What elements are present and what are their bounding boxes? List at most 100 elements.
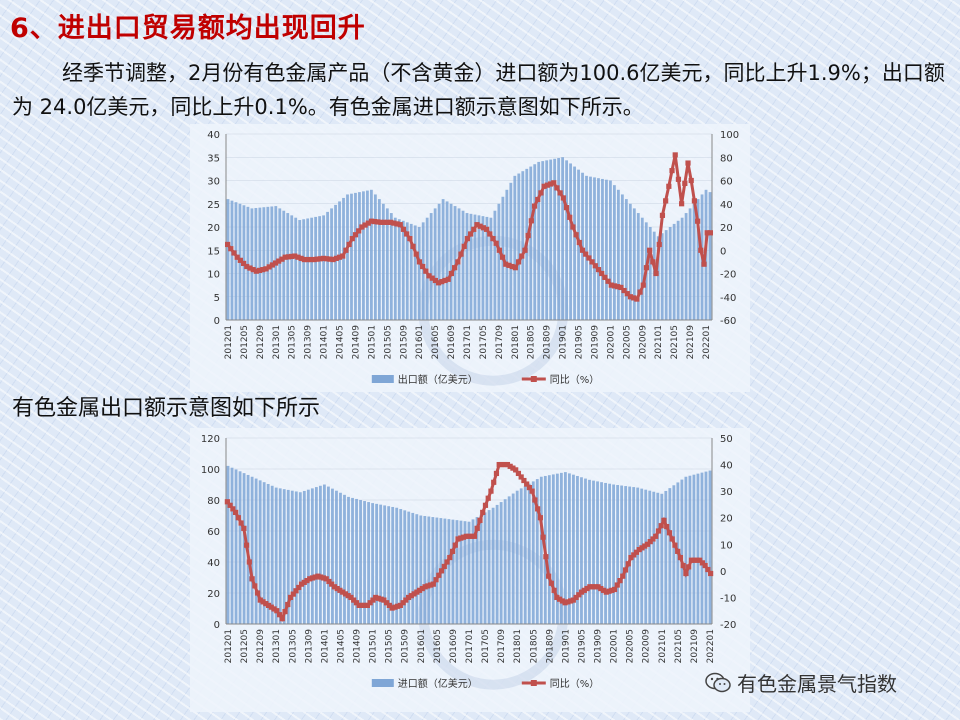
bar — [314, 216, 318, 320]
x-tick-label: 201505 — [383, 325, 393, 359]
line-marker — [288, 253, 295, 260]
x-tick-label: 202105 — [674, 629, 684, 663]
line-marker — [650, 536, 656, 542]
x-tick-label: 201509 — [401, 629, 411, 664]
line-marker — [694, 557, 700, 563]
bar — [483, 512, 487, 624]
line-marker — [653, 533, 659, 539]
line-marker — [589, 584, 596, 590]
line-marker — [252, 583, 258, 589]
line-marker — [455, 536, 461, 542]
bar — [258, 207, 262, 320]
line-marker — [647, 539, 653, 545]
line-marker — [400, 600, 406, 606]
line-marker — [419, 585, 425, 592]
bar — [517, 173, 521, 320]
line-marker — [410, 243, 416, 249]
line-marker — [595, 267, 602, 273]
bar — [298, 492, 302, 624]
x-tick-label: 201305 — [288, 629, 298, 663]
line-marker — [583, 251, 589, 257]
line-marker — [622, 567, 629, 573]
bar — [680, 479, 684, 624]
x-tick-label: 201305 — [288, 325, 298, 359]
line-marker — [529, 488, 535, 494]
bar — [527, 483, 531, 624]
line-marker — [504, 461, 511, 468]
line-marker — [438, 568, 445, 574]
x-tick-label: 202101 — [658, 629, 668, 663]
line-marker — [469, 533, 475, 539]
x-tick-label: 201809 — [543, 325, 553, 360]
bar — [495, 504, 499, 624]
line-marker — [268, 604, 274, 610]
line-marker — [346, 241, 352, 248]
bar — [429, 213, 433, 320]
summary-paragraph: 经季节调整，2月份有色金属产品（不含黄金）进口额为100.6亿美元，同比上升1.… — [12, 61, 945, 119]
bar — [226, 465, 230, 624]
bar — [537, 161, 541, 320]
bar — [266, 206, 270, 320]
bar — [351, 497, 354, 624]
line-marker — [323, 576, 329, 582]
bar — [684, 476, 688, 624]
line-marker — [535, 196, 541, 203]
y-left-tick-label: 100 — [201, 465, 220, 476]
x-tick-label: 201909 — [591, 325, 601, 360]
line-marker — [702, 562, 708, 569]
line-marker — [482, 502, 489, 508]
bar — [354, 192, 357, 320]
line-marker — [579, 247, 586, 253]
bar — [632, 208, 636, 320]
line-marker — [269, 262, 275, 268]
bar — [455, 520, 459, 624]
line-marker — [266, 264, 272, 270]
bar — [656, 236, 660, 320]
line-marker — [238, 520, 244, 526]
line-marker — [279, 256, 285, 262]
y-left-tick-label: 10 — [207, 270, 220, 281]
line-marker — [444, 559, 450, 565]
line-marker — [695, 218, 701, 224]
bar — [230, 467, 234, 624]
line-marker — [397, 222, 403, 228]
bar — [437, 203, 441, 320]
bar — [465, 213, 469, 320]
line-marker — [525, 232, 531, 239]
line-marker — [699, 560, 705, 566]
bar — [489, 217, 493, 320]
bar — [547, 475, 551, 624]
line-marker — [471, 226, 477, 232]
line-marker — [697, 557, 703, 563]
line-marker — [449, 548, 456, 554]
bar — [469, 213, 473, 320]
y-right-tick-label: 40 — [720, 461, 733, 472]
bar — [487, 510, 491, 624]
bar — [640, 488, 644, 624]
line-marker — [606, 588, 612, 594]
line-marker — [224, 241, 231, 248]
bar — [318, 216, 322, 320]
bar — [254, 478, 258, 624]
line-marker — [333, 255, 339, 261]
line-marker — [640, 282, 646, 288]
bar — [399, 509, 403, 624]
line-marker — [298, 255, 304, 261]
bar — [393, 217, 397, 320]
bar — [521, 171, 525, 320]
bar — [573, 166, 576, 320]
bar — [471, 519, 475, 624]
line-marker — [627, 294, 634, 300]
line-marker — [296, 584, 302, 591]
line-marker — [567, 598, 574, 604]
x-tick-label: 201209 — [256, 325, 266, 360]
line-marker — [381, 219, 387, 225]
line-marker — [460, 534, 467, 540]
bar — [417, 227, 421, 320]
x-tick-label: 201905 — [578, 629, 588, 663]
line-marker — [609, 587, 615, 593]
x-tick-label: 201309 — [304, 325, 314, 360]
line-marker — [231, 250, 237, 256]
line-marker — [461, 243, 467, 249]
bar — [668, 488, 672, 624]
